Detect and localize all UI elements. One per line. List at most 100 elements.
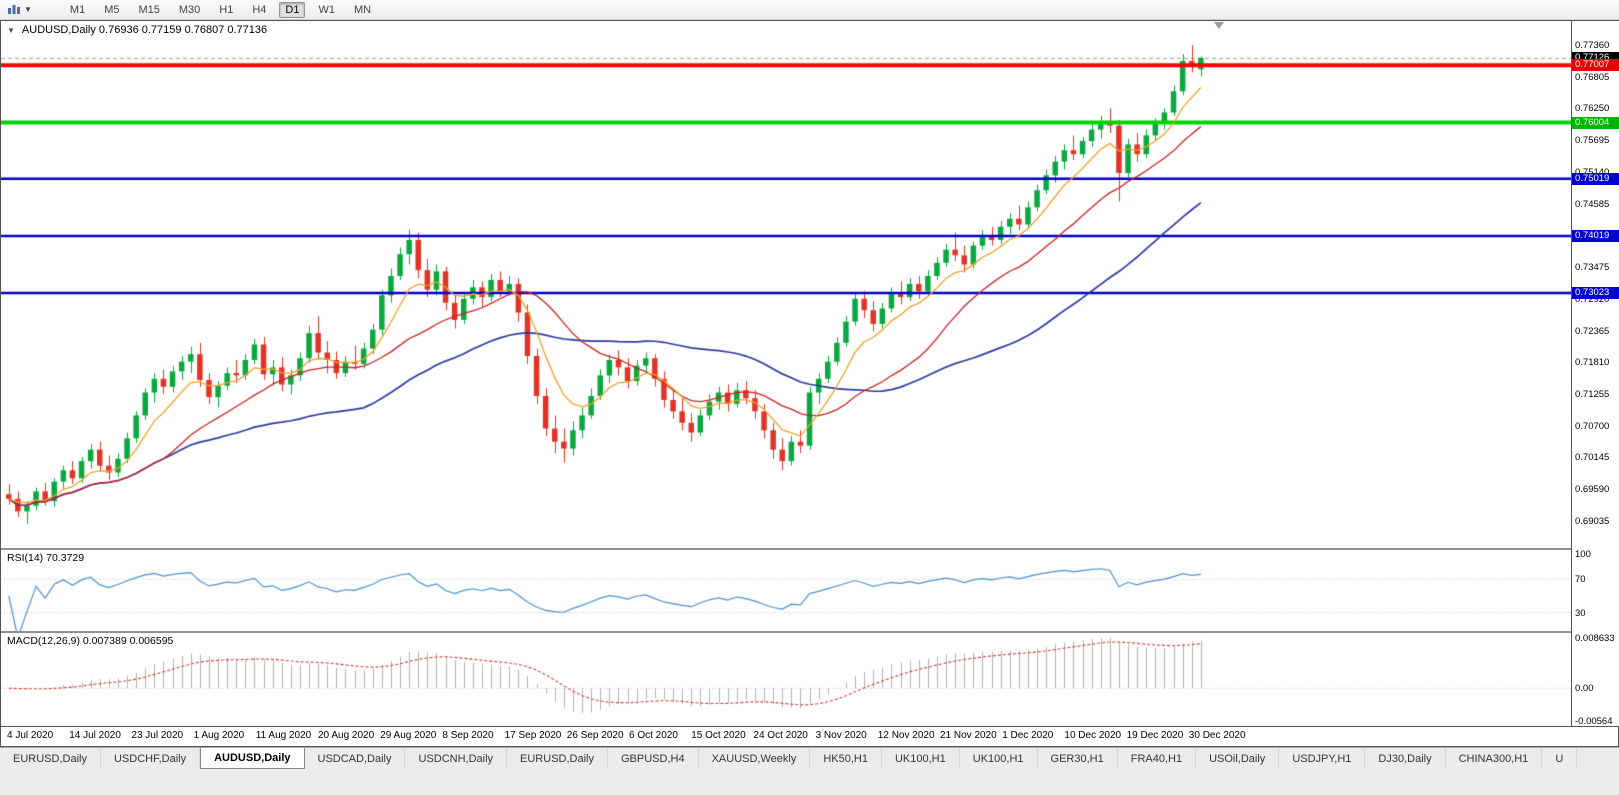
symbol-tab-usdchf-daily[interactable]: USDCHF,Daily: [101, 748, 201, 769]
symbol-tab-eurusd-daily[interactable]: EURUSD,Daily: [0, 748, 101, 769]
date-label: 8 Sep 2020: [442, 730, 494, 741]
period-button-w1[interactable]: W1: [318, 3, 335, 16]
price-axis-label: 0.70700: [1575, 420, 1610, 432]
candlestick-chart-icon: [8, 4, 20, 14]
date-label: 6 Oct 2020: [629, 730, 678, 741]
chart-shift-marker[interactable]: [1214, 22, 1224, 29]
date-label: 20 Aug 2020: [318, 730, 375, 741]
date-label: 3 Nov 2020: [815, 730, 867, 741]
candlestick-chart-canvas[interactable]: [1, 21, 1571, 548]
rsi-indicator-name: RSI(14): [7, 552, 44, 564]
price-level-tag: 0.73023: [1572, 286, 1619, 299]
price-axis-label: 0.76805: [1575, 71, 1610, 83]
price-pane: ▼ AUDUSD,Daily 0.76936 0.77159 0.76807 0…: [1, 21, 1571, 548]
symbol-tab-xauusd-weekly[interactable]: XAUUSD,Weekly: [699, 748, 811, 769]
price-axis-label: 0.69035: [1575, 515, 1610, 527]
rsi-chart-canvas[interactable]: [1, 550, 1571, 631]
price-axis-label: 0.69590: [1575, 484, 1610, 496]
symbol-tab-usdcad-daily[interactable]: USDCAD,Daily: [305, 748, 406, 769]
period-buttons-group: M1 M5 M15 M30 H1 H4 D1 W1 MN: [64, 1, 377, 18]
symbol-tab-audusd-daily[interactable]: AUDUSD,Daily: [200, 748, 305, 769]
period-button-mn[interactable]: MN: [353, 3, 372, 16]
date-label: 24 Oct 2020: [753, 730, 808, 741]
rsi-value: 70.3729: [46, 552, 85, 564]
time-axis[interactable]: 4 Jul 2020 14 Jul 2020 23 Jul 2020 1 Aug 20…: [1, 727, 1571, 746]
one-click-trading-toggle-icon[interactable]: ▼: [7, 25, 15, 35]
period-button-m5[interactable]: M5: [104, 3, 120, 16]
symbol-tab-usdcnh-daily[interactable]: USDCNH,Daily: [405, 748, 508, 769]
price-axis-label: 0.75140: [1575, 167, 1609, 178]
period-button-h1[interactable]: H1: [219, 3, 234, 16]
symbol-tab-u[interactable]: U: [1542, 748, 1578, 769]
price-axis-label: 0.72365: [1575, 325, 1610, 337]
period-button-m30[interactable]: M30: [178, 3, 201, 16]
rsi-scale-label: 30: [1575, 607, 1586, 619]
symbol-tab-uk100-h1[interactable]: UK100,H1: [882, 748, 960, 769]
rsi-label: RSI(14) 70.3729: [7, 552, 84, 564]
period-button-h4[interactable]: H4: [252, 3, 267, 16]
date-label: 15 Oct 2020: [691, 730, 746, 741]
price-axis-label: 0.70145: [1575, 452, 1610, 464]
chevron-down-icon: ▼: [24, 5, 32, 14]
macd-label: MACD(12,26,9) 0.007389 0.006595: [7, 635, 173, 647]
date-label: 29 Aug 2020: [380, 730, 437, 741]
symbol-tab-bar: EURUSD,Daily USDCHF,Daily AUDUSD,Daily USDC…: [0, 747, 1619, 769]
symbol-tab-gbpusd-h4[interactable]: GBPUSD,H4: [608, 748, 699, 769]
symbol-tab-usdjpy-h1[interactable]: USDJPY,H1: [1279, 748, 1366, 769]
macd-scale-label: 0.008633: [1575, 633, 1615, 645]
date-label: 17 Sep 2020: [504, 730, 562, 741]
date-label: 14 Jul 2020: [69, 730, 121, 741]
price-level-tag: 0.76004: [1572, 116, 1619, 129]
price-axis-label: 0.71255: [1575, 388, 1610, 400]
chart-title: ▼ AUDUSD,Daily 0.76936 0.77159 0.76807 0…: [7, 24, 267, 36]
time-axis-separator: [1, 726, 1618, 727]
price-axis-label: 0.71810: [1575, 357, 1610, 369]
symbol-tab-dj30-daily[interactable]: DJ30,Daily: [1365, 748, 1446, 769]
price-level-tag: 0.74019: [1572, 229, 1619, 242]
price-level-tag: 0.75019: [1572, 172, 1619, 185]
timeframe-toolbar: ▼ M1 M5 M15 M30 H1 H4 D1 W1 MN: [0, 0, 1619, 20]
symbol-tab-ger30-h1[interactable]: GER30,H1: [1038, 748, 1118, 769]
price-axis-label: 0.75695: [1575, 135, 1610, 147]
price-axis-label: 0.73475: [1575, 262, 1610, 274]
rsi-pane: RSI(14) 70.3729: [1, 550, 1571, 631]
macd-chart-canvas[interactable]: [1, 633, 1571, 726]
date-label: 30 Dec 2020: [1188, 730, 1246, 741]
macd-scale-label: -0.00564: [1575, 716, 1613, 727]
date-label: 1 Aug 2020: [193, 730, 245, 741]
date-label: 10 Dec 2020: [1064, 730, 1122, 741]
symbol-tab-usoil-daily[interactable]: USOil,Daily: [1196, 748, 1280, 769]
price-axis-label: 0.76250: [1575, 103, 1610, 115]
date-label: 1 Dec 2020: [1002, 730, 1054, 741]
macd-scale-label: 0.00: [1575, 683, 1594, 695]
date-label: 11 Aug 2020: [255, 730, 312, 741]
date-label: 19 Dec 2020: [1126, 730, 1184, 741]
chart-type-dropdown[interactable]: ▼: [4, 3, 38, 17]
date-label: 26 Sep 2020: [566, 730, 624, 741]
macd-pane: MACD(12,26,9) 0.007389 0.006595: [1, 633, 1571, 726]
period-button-m1[interactable]: M1: [69, 3, 86, 16]
date-label: 4 Jul 2020: [7, 730, 54, 741]
price-axis-label: 0.74585: [1575, 198, 1610, 210]
symbol-tab-china300-h1[interactable]: CHINA300,H1: [1446, 748, 1543, 769]
date-label: 12 Nov 2020: [877, 730, 935, 741]
symbol-tab-fra40-h1[interactable]: FRA40,H1: [1118, 748, 1197, 769]
symbol-tab-hk50-h1[interactable]: HK50,H1: [810, 748, 882, 769]
pane-splitter[interactable]: [1, 631, 1618, 633]
period-button-m15[interactable]: M15: [138, 3, 160, 16]
chart-title-text: AUDUSD,Daily 0.76936 0.77159 0.76807 0.7…: [21, 24, 268, 36]
macd-indicator-name: MACD(12,26,9): [7, 635, 80, 647]
price-axis[interactable]: 0.77360 0.76805 0.76250 0.75695 0.75140 0.745…: [1571, 21, 1619, 727]
pane-splitter[interactable]: [1, 548, 1618, 550]
date-label: 21 Nov 2020: [940, 730, 997, 741]
price-axis-label: 0.72920: [1575, 293, 1610, 305]
rsi-scale-label: 70: [1575, 574, 1586, 586]
symbol-tab-uk100-h1[interactable]: UK100,H1: [960, 748, 1038, 769]
date-label: 23 Jul 2020: [131, 730, 184, 741]
price-level-tag: 0.77007: [1572, 59, 1619, 72]
price-axis-label: 0.77360: [1575, 40, 1610, 51]
symbol-tab-eurusd-daily[interactable]: EURUSD,Daily: [507, 748, 608, 769]
period-button-d1[interactable]: D1: [279, 1, 306, 18]
macd-values: 0.007389 0.006595: [82, 635, 174, 647]
